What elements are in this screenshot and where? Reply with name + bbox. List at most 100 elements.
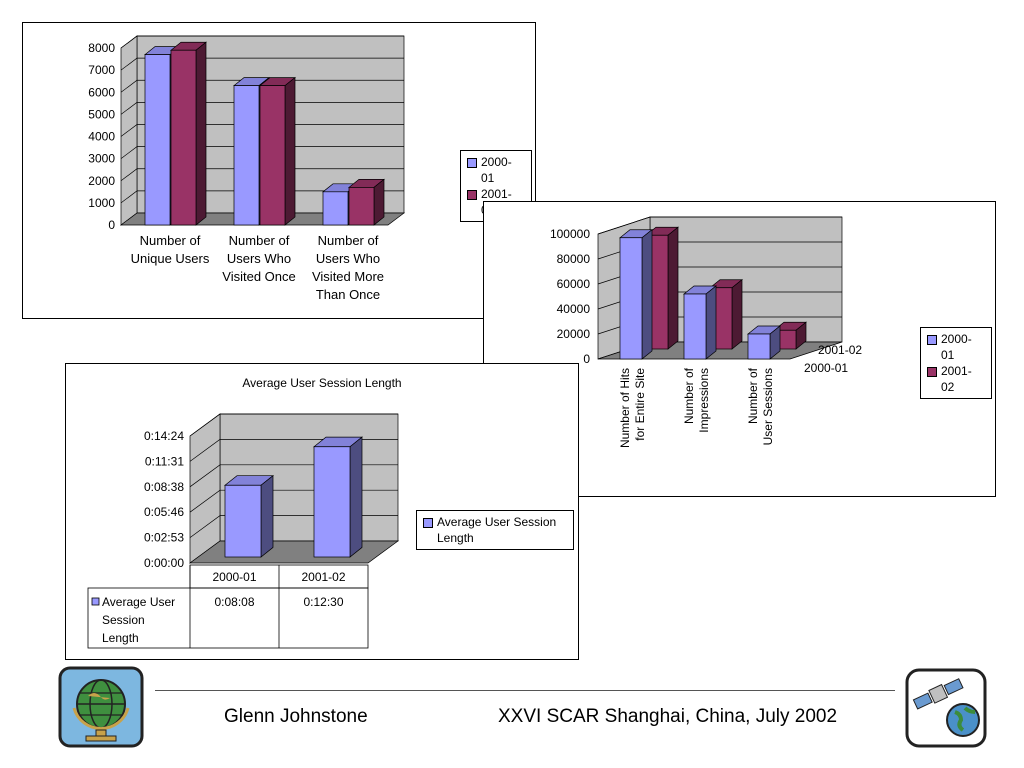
gridline <box>120 190 404 204</box>
bar <box>619 237 643 360</box>
data-table-value: 0:12:30 <box>303 595 343 609</box>
footer-event: XXVI SCAR Shanghai, China, July 2002 <box>498 706 838 727</box>
bar <box>348 187 375 226</box>
legend-label: 2000-01 <box>481 155 512 185</box>
satellite-earth-logo <box>905 668 987 748</box>
data-table-row-label: Length <box>102 631 139 645</box>
bar <box>233 85 260 226</box>
globe-logo <box>58 666 144 748</box>
bar-side <box>195 41 207 226</box>
x-category-label: Visited Once <box>222 269 295 284</box>
chart-panel-users: 0 1000 2000 3000 4000 5000 6000 7000 8000 Number … <box>22 22 536 319</box>
chart-title: Average User Session Length <box>242 376 401 390</box>
y-tick-label: 8000 <box>88 41 115 55</box>
bar-side <box>705 285 717 360</box>
x-category-label: Than Once <box>316 287 380 302</box>
gridline <box>597 216 842 235</box>
chart-session-svg: Average User Session Length 0:00:00 0:02:5… <box>87 376 402 649</box>
y-tick-label: 4000 <box>88 130 115 144</box>
gridline <box>120 146 404 159</box>
floor <box>188 540 400 564</box>
bar <box>259 85 286 226</box>
globe-icon <box>58 666 144 748</box>
bar <box>313 446 351 558</box>
footer-author: Glenn Johnstone <box>224 706 368 727</box>
y-tick-label: 40000 <box>557 302 591 316</box>
depth-axis-label: 2000-01 <box>804 361 848 375</box>
x-category-label: Impressions <box>697 368 711 433</box>
data-table-column-header: 2001-02 <box>301 570 345 584</box>
legend-label: Average User Session Length <box>437 515 557 545</box>
legend-item-session: Average User Session Length <box>423 514 567 546</box>
x-category-label: Unique Users <box>131 251 210 266</box>
chart-panel-session: Average User Session Length 0:00:00 0:02:5… <box>65 363 579 660</box>
y-tick-label: 7000 <box>88 63 115 77</box>
bar-side <box>731 279 743 350</box>
y-tick-label: 3000 <box>88 152 115 166</box>
y-tick-label: 0:00:00 <box>144 556 184 570</box>
y-tick-label: 0:02:53 <box>144 531 184 545</box>
y-tick-label: 2000 <box>88 174 115 188</box>
legend-item-2001-02: 2001-02 <box>927 363 985 395</box>
legend-label: 2001-02 <box>941 364 972 394</box>
bar <box>144 54 171 226</box>
bar <box>683 293 707 360</box>
x-category-label: Users Who <box>227 251 291 266</box>
bar-side <box>667 226 679 350</box>
y-tick-label: 0:08:38 <box>144 480 184 494</box>
y-tick-label: 0:14:24 <box>144 429 184 443</box>
y-tick-label: 20000 <box>557 327 591 341</box>
gridline <box>120 57 404 71</box>
chart-users-svg: 0 1000 2000 3000 4000 5000 6000 7000 8000 Number … <box>88 35 406 302</box>
back-wall <box>649 216 843 343</box>
x-category-label: Visited More <box>312 269 384 284</box>
bar-side <box>373 178 385 226</box>
x-category-label: Number of <box>682 367 696 424</box>
footer-divider <box>155 690 895 691</box>
data-table-row-label: Session <box>102 613 145 627</box>
y-tick-label: 0:05:46 <box>144 505 184 519</box>
y-tick-label: 100000 <box>550 227 590 241</box>
y-tick-label: 60000 <box>557 277 591 291</box>
y-tick-label: 5000 <box>88 107 115 121</box>
y-tick-label: 0:11:31 <box>145 454 184 468</box>
gridline <box>120 79 404 93</box>
gridline <box>189 413 398 437</box>
chart-hits-svg: 0 20000 40000 60000 80000 100000 2001-02 2000-0… <box>550 216 862 448</box>
y-tick-label: 1000 <box>88 196 115 210</box>
gridline <box>120 124 404 137</box>
bar-side <box>260 474 274 558</box>
x-category-label: Number of <box>140 233 201 248</box>
legend-hits: 2000-01 2001-02 <box>920 327 992 399</box>
legend-label: 2000-01 <box>941 332 972 362</box>
x-category-label: Number of <box>746 367 760 424</box>
bar <box>747 333 771 360</box>
gridline <box>120 35 404 49</box>
data-table-row-label: Average User <box>102 595 175 609</box>
x-category-label: Number of <box>229 233 290 248</box>
data-table-legend-key <box>91 597 100 606</box>
x-category-label: Users Who <box>316 251 380 266</box>
satellite-icon <box>905 668 987 748</box>
bar <box>322 191 349 226</box>
bar-side <box>641 229 653 360</box>
legend-item-2000-01: 2000-01 <box>467 154 525 186</box>
y-tick-label: 80000 <box>557 252 591 266</box>
legend-session: Average User Session Length <box>416 510 574 550</box>
gridline <box>120 102 404 115</box>
x-category-label: User Sessions <box>761 368 775 445</box>
bar <box>170 49 197 226</box>
x-category-label: for Entire Site <box>633 368 647 441</box>
gridline <box>120 168 404 182</box>
x-category-label: Number of <box>318 233 379 248</box>
bar <box>224 484 262 558</box>
data-table-value: 0:08:08 <box>214 595 254 609</box>
y-tick-label: 0 <box>108 218 115 232</box>
depth-axis-label: 2001-02 <box>818 343 862 357</box>
chart-panel-hits: 0 20000 40000 60000 80000 100000 2001-02 2000-0… <box>483 201 996 497</box>
y-tick-label: 0 <box>583 352 590 366</box>
x-category-label: Number of Hits <box>618 368 632 448</box>
y-tick-label: 6000 <box>88 85 115 99</box>
bar-side <box>284 76 296 226</box>
side-wall <box>189 413 221 564</box>
